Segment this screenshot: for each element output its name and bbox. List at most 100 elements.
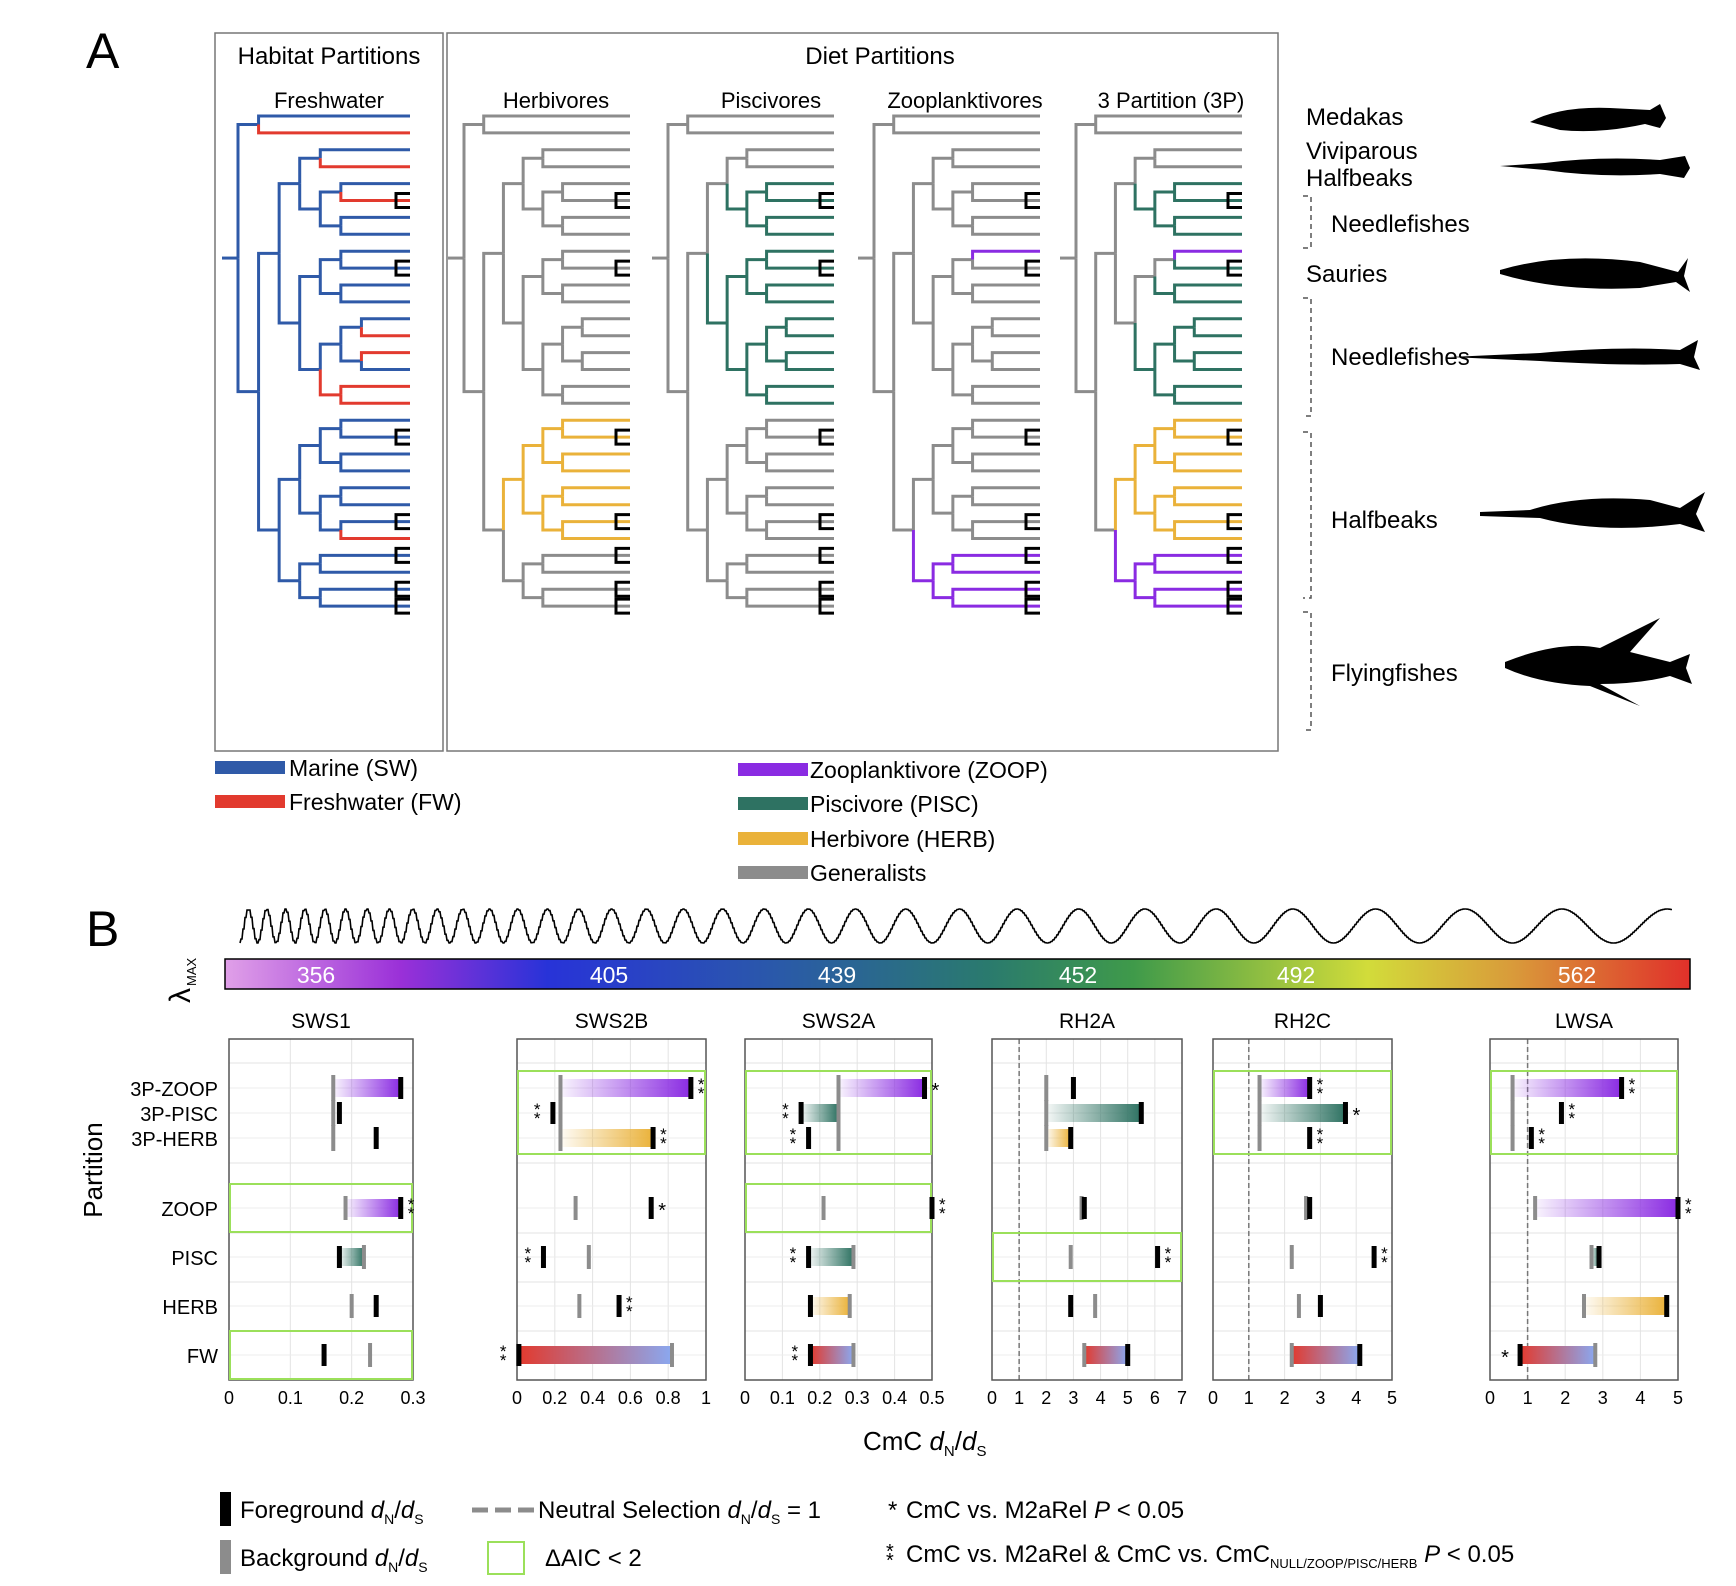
tree-clade-bracket — [1024, 580, 1040, 598]
aic-box — [745, 1070, 932, 1155]
tree-habitat — [222, 114, 410, 615]
tree-branch — [745, 148, 834, 159]
tree-branch — [277, 530, 300, 583]
x-tick-label: 4 — [1635, 1388, 1645, 1408]
tree-clade-bracket — [1226, 580, 1242, 598]
legend-pisc-label: Piscivore (PISC) — [810, 791, 979, 817]
x-tick-label: 2 — [1280, 1388, 1290, 1408]
tree-branch — [580, 317, 630, 328]
tree-clade-bracket — [394, 580, 410, 598]
background-mark — [1510, 1125, 1515, 1151]
aic-box — [517, 1070, 706, 1155]
tree-branch — [541, 427, 563, 446]
tree-branch — [1192, 327, 1242, 338]
tree-branch — [745, 190, 767, 209]
background-mark — [1533, 1196, 1538, 1220]
aic-box — [229, 1330, 413, 1380]
foreground-mark — [398, 1077, 404, 1099]
tree-branch — [1113, 530, 1136, 583]
tree-branch — [318, 276, 341, 295]
panel-rh2a: RH2A 0 1 2 3 4 5 6 7 ** — [987, 1010, 1187, 1408]
range-bar — [810, 1346, 854, 1364]
foreground-mark — [1068, 1127, 1074, 1149]
range-bar — [1046, 1129, 1071, 1147]
tree-clade-bracket — [818, 428, 834, 446]
tree-branch — [318, 553, 410, 564]
foreground-mark — [540, 1246, 546, 1268]
tree-branch — [765, 225, 834, 236]
tree-branch — [1133, 444, 1155, 480]
tree-branch — [666, 258, 688, 394]
tree-branch — [339, 249, 410, 260]
x-tick-label: 0.1 — [278, 1388, 303, 1408]
x-tick-label: 6 — [1150, 1388, 1160, 1408]
background-mark — [821, 1196, 826, 1220]
tree-clade-bracket — [818, 597, 834, 615]
tree-branch — [1133, 580, 1155, 600]
tree-branch — [561, 452, 630, 463]
tree-branch — [339, 530, 410, 540]
tree-branch — [784, 351, 834, 362]
background-mark — [1068, 1245, 1073, 1269]
background-mark — [1289, 1343, 1294, 1367]
tree-branch — [1173, 428, 1242, 439]
tree-branch — [541, 369, 563, 397]
tree-label-herbivores: Herbivores — [503, 88, 609, 113]
tree-branch — [1192, 361, 1242, 371]
tree-branch — [298, 479, 321, 515]
x-tick-label: 0.2 — [807, 1388, 832, 1408]
background-mark — [1589, 1245, 1594, 1269]
tree-branch — [541, 276, 563, 295]
legend-zoop-swatch — [738, 763, 808, 776]
tree-branch — [1173, 259, 1242, 270]
tree-branch — [1173, 384, 1242, 395]
tree-branch — [1094, 114, 1242, 125]
background-mark — [331, 1125, 336, 1151]
legend-background-label: Background dN/dS — [240, 1545, 428, 1575]
spectrum-tick: 452 — [1059, 962, 1097, 988]
tree-clade-bracket — [1226, 597, 1242, 615]
x-tick-label: 0.1 — [770, 1388, 795, 1408]
tree-branch — [1153, 148, 1242, 159]
clade-brackets — [1303, 195, 1312, 731]
tree-label-piscivores: Piscivores — [721, 88, 821, 113]
tree-branch — [482, 124, 630, 135]
tree-branch — [580, 327, 630, 338]
tree-branch — [1153, 563, 1242, 574]
tree-clade-bracket — [1024, 513, 1040, 531]
tree-branch — [765, 520, 834, 531]
tree-branch — [277, 477, 300, 531]
x-tick-label: 0.4 — [580, 1388, 605, 1408]
spectrum-ticks: 356 405 439 452 492 562 — [297, 962, 1596, 988]
tree-branch — [971, 344, 993, 363]
tree-branch — [482, 391, 504, 532]
x-tick-label: 2 — [1560, 1388, 1570, 1408]
tree-branch — [765, 325, 787, 345]
tree-branch — [971, 384, 1040, 395]
tree-branch — [298, 156, 321, 184]
background-mark — [1044, 1125, 1049, 1151]
sig-double-star: * — [698, 1075, 705, 1094]
tree-branch — [686, 114, 834, 125]
range-bar — [1259, 1104, 1346, 1122]
tree-branch — [971, 182, 1040, 193]
x-tick-label: 5 — [1673, 1388, 1683, 1408]
tree-branch — [872, 122, 894, 259]
background-mark — [573, 1196, 578, 1220]
tree-branch — [951, 369, 973, 397]
tree-branch — [951, 427, 973, 446]
tree-branch — [931, 580, 953, 600]
foreground-mark — [336, 1246, 342, 1268]
category-label: FW — [187, 1346, 218, 1368]
tree-branch — [971, 520, 1040, 531]
tree-branch — [277, 253, 300, 325]
x-tick-label: 4 — [1351, 1388, 1361, 1408]
legend-double-star-label: CmC vs. M2aRel & CmC vs. CmCNULL/ZOOP/PI… — [906, 1541, 1514, 1571]
x-tick-label: 1 — [1014, 1388, 1024, 1408]
panel-title: SWS2A — [802, 1010, 876, 1033]
sig-double-star: * — [1381, 1244, 1388, 1263]
tree-branch — [561, 259, 630, 270]
tree-branch — [482, 251, 504, 392]
lambda-symbol: λ — [164, 988, 197, 1003]
